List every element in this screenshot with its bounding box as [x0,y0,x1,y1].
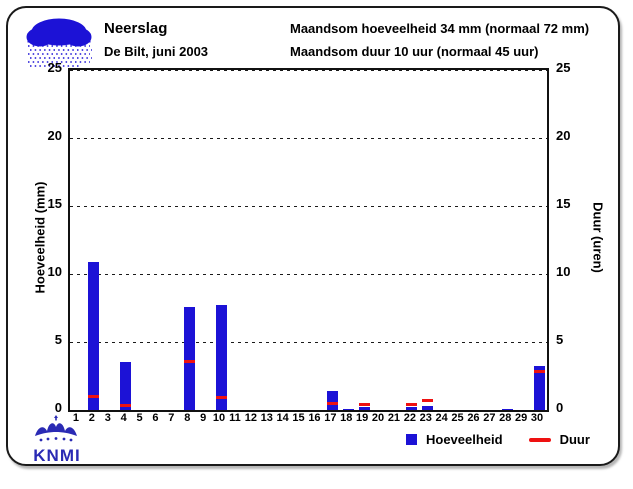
day-label-17: 17 [324,412,337,424]
right-tick-0: 0 [556,400,564,415]
day-label-28: 28 [499,412,512,424]
legend-label-hoeveelheid: Hoeveelheid [426,432,503,447]
day-label-16: 16 [308,412,321,424]
duur-swatch-icon [528,437,551,442]
hoeveelheid-bar-day-4 [120,362,132,410]
knmi-crown-icon [35,415,77,442]
monthly-duration-summary: Maandsom duur 10 uur (normaal 45 uur) [290,44,539,59]
day-label-3: 3 [104,412,111,424]
day-label-6: 6 [152,412,159,424]
right-tick-5: 5 [556,332,564,347]
duur-mark-day-22 [406,403,418,407]
day-label-22: 22 [403,412,416,424]
hoeveelheid-bar-day-22 [406,407,418,410]
left-tick-0: 0 [54,400,62,415]
hoeveelheid-swatch-icon [406,434,417,445]
chart-card: Neerslag De Bilt, juni 2003 Maandsom hoe… [6,6,620,466]
hoeveelheid-bar-day-28 [501,408,513,410]
day-label-7: 7 [168,412,175,424]
hoeveelheid-bar-day-10 [215,305,227,410]
gridline-10 [70,274,547,275]
gridline-15 [70,206,547,207]
day-label-30: 30 [530,412,544,424]
left-tick-25: 25 [47,60,62,75]
duur-mark-day-10 [215,396,227,400]
day-label-20: 20 [371,412,385,424]
day-label-14: 14 [276,412,289,424]
day-label-21: 21 [387,412,401,424]
hoeveelheid-bar-day-18 [342,408,354,410]
hoeveelheid-bar-day-19 [358,407,370,410]
gridline-5 [70,342,547,343]
day-label-23: 23 [419,412,432,424]
duur-mark-day-4 [120,404,132,408]
day-label-11: 11 [229,412,241,424]
day-label-5: 5 [136,412,143,424]
duur-mark-day-19 [358,403,370,407]
hoeveelheid-bar-day-17 [326,390,338,410]
legend-label-duur: Duur [559,432,590,447]
page-title: Neerslag [104,20,168,37]
duur-mark-day-30 [533,370,545,374]
monthly-amount-summary: Maandsom hoeveelheid 34 mm (normaal 72 m… [290,21,590,36]
day-label-8: 8 [184,412,191,424]
hoeveelheid-bar-day-8 [183,306,195,410]
rain-cloud-icon [26,18,92,67]
legend: Hoeveelheid Duur [406,432,590,447]
left-tick-20: 20 [47,128,62,143]
day-label-15: 15 [292,412,305,424]
day-label-18: 18 [340,412,353,424]
left-axis-title: Hoeveelheid (mm) [32,181,48,294]
gridline-20 [70,138,547,139]
day-label-26: 26 [467,412,480,424]
left-tick-5: 5 [54,332,62,347]
day-label-10: 10 [212,412,226,424]
knmi-logo-text: KNMI [33,446,81,465]
station-and-month: De Bilt, juni 2003 [104,44,209,59]
duur-mark-day-17 [326,401,338,405]
day-label-27: 27 [483,412,496,424]
duur-mark-day-8 [183,359,195,363]
left-tick-15: 15 [47,196,62,211]
day-label-12: 12 [244,412,257,424]
left-tick-10: 10 [47,264,62,279]
knmi-logo: KNMI [22,414,92,466]
hoeveelheid-bar-day-30 [533,366,545,410]
day-label-9: 9 [200,412,207,424]
day-label-25: 25 [451,412,464,424]
right-tick-25: 25 [556,60,571,75]
right-axis-title: Duur (uren) [590,202,606,273]
duur-mark-day-23 [422,398,434,402]
day-label-1: 1 [72,412,79,424]
right-tick-10: 10 [556,264,571,279]
day-label-2: 2 [88,412,95,424]
day-label-13: 13 [260,412,273,424]
hoeveelheid-bar-day-23 [422,405,434,410]
hoeveelheid-bar-day-2 [88,261,100,410]
day-label-4: 4 [120,412,127,424]
day-label-24: 24 [435,412,448,424]
right-tick-20: 20 [556,128,571,143]
duur-mark-day-2 [88,394,100,398]
plot-area [68,68,549,412]
day-label-29: 29 [515,412,528,424]
day-label-19: 19 [356,412,369,424]
right-tick-15: 15 [556,196,571,211]
gridline-25 [70,70,547,71]
